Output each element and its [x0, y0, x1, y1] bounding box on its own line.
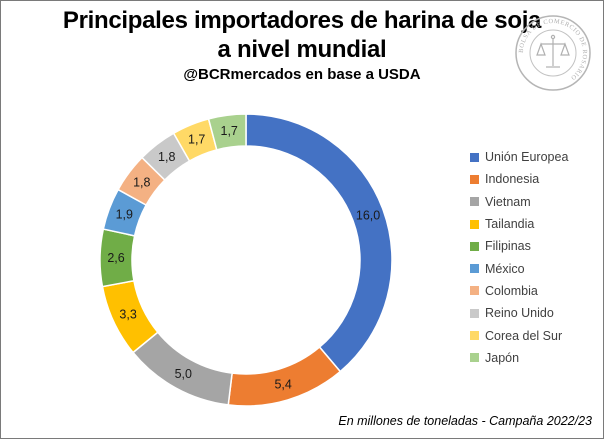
legend-label: México [485, 261, 525, 276]
legend-swatch [470, 331, 479, 341]
legend-item-3: Vietnam [470, 191, 568, 213]
legend-item-4: Tailandia [470, 213, 568, 235]
donut-slice-1 [245, 113, 393, 373]
data-label-6: 1,9 [116, 207, 133, 221]
legend-label: Indonesia [485, 172, 540, 187]
data-label-9: 1,7 [188, 133, 205, 147]
data-label-5: 2,6 [107, 251, 124, 265]
legend-swatch [470, 197, 479, 207]
donut-slice-2 [227, 346, 342, 407]
legend-item-7: Colombia [470, 280, 568, 302]
legend-swatch [470, 353, 479, 363]
chart-title: Principales importadores de harina de so… [0, 6, 604, 64]
legend-label: Colombia [485, 283, 538, 298]
legend-label: Reino Unido [485, 306, 554, 321]
legend-item-8: Reino Unido [470, 302, 568, 324]
legend-label: Filipinas [485, 239, 531, 254]
data-label-3: 5,0 [175, 367, 192, 381]
legend-item-2: Indonesia [470, 168, 568, 190]
legend-item-5: Filipinas [470, 235, 568, 257]
legend-label: Vietnam [485, 194, 531, 209]
data-label-1: 16,0 [356, 208, 380, 222]
chart-title-line-1: Principales importadores de harina de so… [62, 7, 542, 34]
legend-label: Unión Europea [485, 150, 569, 165]
legend-label: Japón [485, 350, 520, 365]
legend-label: Corea del Sur [485, 328, 563, 343]
legend-item-9: Corea del Sur [470, 324, 568, 346]
data-label-10: 1,7 [221, 124, 238, 138]
legend-swatch [470, 152, 479, 162]
data-label-4: 3,3 [119, 308, 136, 322]
chart-legend: Unión Europea Indonesia Vietnam Tailandia Fi… [470, 146, 568, 369]
legend-label: Tailandia [485, 217, 535, 232]
scales-of-justice-icon [536, 34, 570, 68]
data-label-2: 5,4 [274, 378, 291, 392]
donut-data-labels: 16,0 5,4 5,0 3,3 2,6 1,9 1,8 1,8 1,7 1,7 [107, 124, 380, 391]
legend-swatch [470, 286, 479, 296]
legend-item-1: Unión Europea [470, 146, 568, 168]
donut-slices [99, 113, 393, 407]
chart-title-line-2: a nivel mundial [217, 36, 387, 63]
legend-swatch [470, 174, 479, 184]
chart-footnote: En millones de toneladas - Campaña 2022/… [338, 414, 592, 428]
legend-swatch [470, 264, 479, 274]
legend-swatch [470, 308, 479, 318]
bcr-seal-logo: BOLSA DE COMERCIO DE ROSARIO [515, 15, 591, 91]
legend-item-10: Japón [470, 347, 568, 369]
legend-swatch [470, 219, 479, 229]
legend-item-6: México [470, 257, 568, 279]
data-label-8: 1,8 [158, 150, 175, 164]
data-label-7: 1,8 [133, 175, 150, 189]
legend-swatch [470, 241, 479, 251]
chart-subtitle: @BCRmercados en base a USDA [183, 66, 421, 83]
donut-slice-10 [207, 113, 247, 151]
